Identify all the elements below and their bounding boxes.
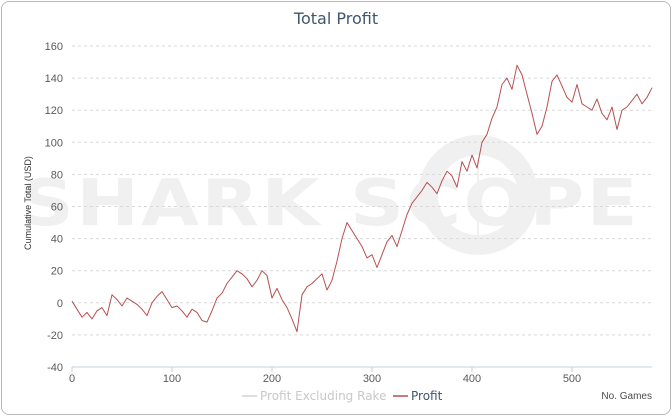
legend-item-profit[interactable]: Profit: [393, 389, 443, 403]
y-tick-label: 0: [57, 298, 63, 310]
x-axis-label: No. Games: [601, 391, 652, 402]
grid-lines: [72, 45, 652, 336]
y-tick-label: 80: [51, 169, 63, 181]
sharkscope-watermark: SHARK SCOPE: [20, 135, 640, 255]
y-tick-label: 100: [45, 137, 63, 149]
x-tick-label: 500: [563, 373, 581, 385]
legend: Profit Excluding Rake Profit: [242, 389, 443, 403]
y-tick-label: 40: [51, 234, 63, 246]
x-tick-label: 300: [363, 373, 381, 385]
legend-item-profit-excluding-rake[interactable]: Profit Excluding Rake: [242, 389, 386, 403]
series-line-profit[interactable]: [71, 64, 653, 333]
series-group: [71, 64, 653, 333]
x-tick-label: 400: [463, 373, 481, 385]
y-tick-label: 20: [51, 266, 63, 278]
y-tick-label: 60: [51, 202, 63, 214]
chart-title: Total Profit: [293, 9, 378, 28]
watermark-text: SHARK SCOPE: [20, 167, 640, 241]
y-tick-label: 160: [45, 41, 63, 53]
watermark-scope-ring: [418, 135, 538, 255]
legend-label-profit: Profit: [411, 389, 443, 403]
y-axis-label: Cumulative Total (USD): [23, 156, 33, 250]
y-tick-label: 120: [45, 105, 63, 117]
legend-label-profit-excluding-rake: Profit Excluding Rake: [260, 389, 386, 403]
y-tick-label: -20: [47, 330, 63, 342]
x-axis-ticks: 0 100 200 300 400 500: [69, 367, 581, 385]
y-tick-label: -40: [47, 362, 63, 374]
y-axis-ticks: -40 -20 0 20 40 60 80 100 120 140 160: [45, 41, 63, 374]
x-tick-label: 100: [163, 373, 181, 385]
y-tick-label: 140: [45, 73, 63, 85]
x-tick-label: 0: [69, 373, 75, 385]
x-tick-label: 200: [263, 373, 281, 385]
